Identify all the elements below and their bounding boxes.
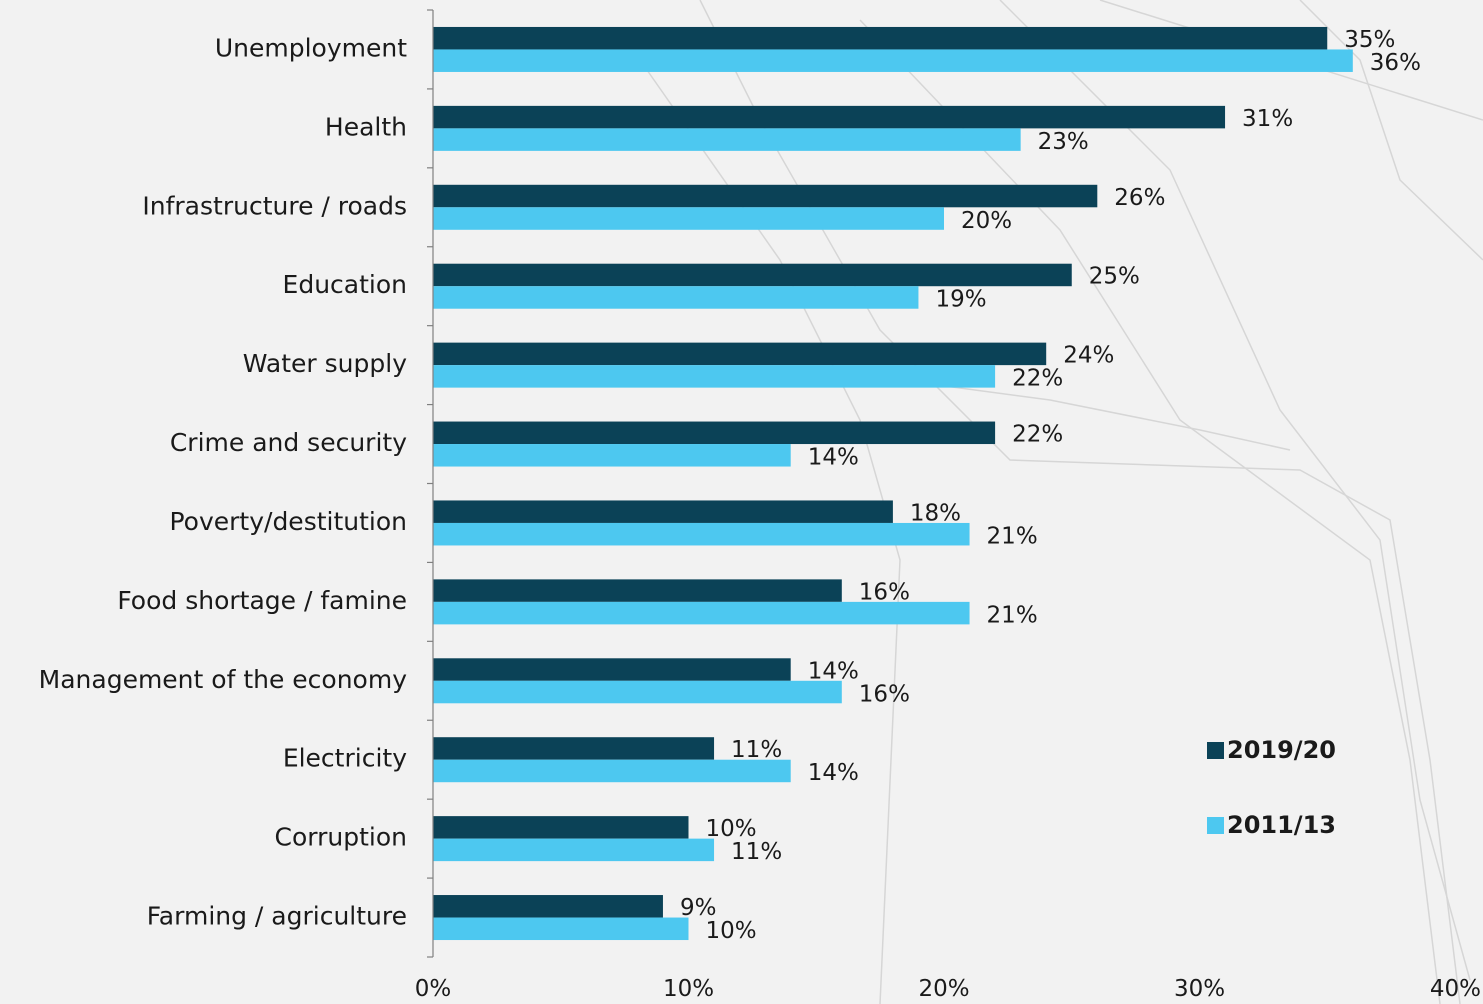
category-label: Infrastructure / roads <box>142 191 407 220</box>
bar-series-1 <box>433 184 1098 208</box>
data-label: 14% <box>808 760 859 786</box>
category-label: Unemployment <box>215 33 407 62</box>
legend-label: 2019/20 <box>1227 736 1336 764</box>
bar-series-1 <box>433 816 689 839</box>
bar-series-1 <box>433 895 663 918</box>
category-label: Crime and security <box>170 428 407 457</box>
data-label: 16% <box>859 579 910 605</box>
bar-series-2 <box>433 680 842 704</box>
data-label: 21% <box>987 602 1038 628</box>
category-label: Poverty/destitution <box>169 507 407 536</box>
bar-series-2 <box>433 365 996 388</box>
category-label: Education <box>283 270 407 299</box>
x-tick-label: 30% <box>1174 976 1225 1002</box>
axes: 0% 10% 20% 30% 40% <box>415 9 1481 1002</box>
bar-series-1 <box>433 500 893 523</box>
data-label: 11% <box>731 839 782 865</box>
category-labels: Unemployment Health Infrastructure / roads… <box>39 33 408 930</box>
bar-series-2 <box>433 444 791 467</box>
data-label: 24% <box>1063 343 1114 369</box>
bar-series-2 <box>433 759 791 783</box>
bar-series-2 <box>433 286 919 309</box>
bar-series-1 <box>433 105 1226 129</box>
legend-label: 2011/13 <box>1227 811 1336 839</box>
data-label: 10% <box>706 918 757 944</box>
bar-series-2 <box>433 128 1021 151</box>
x-tick-label: 0% <box>415 976 452 1002</box>
legend: 2019/20 2011/13 <box>1207 736 1336 839</box>
x-tick-label: 10% <box>663 976 714 1002</box>
category-label: Management of the economy <box>39 665 408 694</box>
data-label: 22% <box>1012 422 1063 448</box>
category-label: Health <box>325 112 407 141</box>
bar-series-2 <box>433 49 1353 72</box>
legend-swatch <box>1207 742 1224 759</box>
data-label: 14% <box>808 658 859 684</box>
bar-series-1 <box>433 26 1328 50</box>
data-label: 21% <box>987 523 1038 549</box>
bar-series-2 <box>433 917 689 941</box>
data-label: 11% <box>731 737 782 763</box>
data-label: 20% <box>961 208 1012 234</box>
data-label: 36% <box>1370 50 1421 76</box>
x-tick-label: 40% <box>1430 976 1481 1002</box>
data-label: 16% <box>859 681 910 707</box>
category-label: Farming / agriculture <box>147 902 407 931</box>
bar-series-1 <box>433 737 715 760</box>
category-label: Water supply <box>243 349 407 378</box>
category-label: Electricity <box>283 744 407 773</box>
bars <box>433 26 1353 941</box>
data-label: 23% <box>1038 129 1089 155</box>
data-label: 14% <box>808 445 859 471</box>
bar-series-1 <box>433 579 842 602</box>
data-label: 25% <box>1089 264 1140 290</box>
data-label: 19% <box>935 287 986 313</box>
data-label: 22% <box>1012 366 1063 392</box>
legend-swatch <box>1207 817 1224 834</box>
bar-series-1 <box>433 263 1072 287</box>
data-label: 18% <box>910 500 961 526</box>
data-label: 10% <box>706 816 757 842</box>
bar-series-2 <box>433 838 715 862</box>
data-label: 9% <box>680 895 717 921</box>
bar-series-2 <box>433 207 944 230</box>
bar-series-1 <box>433 421 996 445</box>
bar-series-2 <box>433 601 970 625</box>
x-tick-label: 20% <box>918 976 969 1002</box>
category-label: Food shortage / famine <box>117 586 407 615</box>
category-label: Corruption <box>275 823 407 852</box>
data-labels: 35%36%31%23%26%20%25%19%24%22%22%14%18%2… <box>680 27 1421 944</box>
data-label: 26% <box>1114 185 1165 211</box>
bar-series-1 <box>433 658 791 681</box>
bar-series-2 <box>433 522 970 546</box>
data-label: 35% <box>1344 27 1395 53</box>
bar-series-1 <box>433 342 1047 366</box>
data-label: 31% <box>1242 106 1293 132</box>
